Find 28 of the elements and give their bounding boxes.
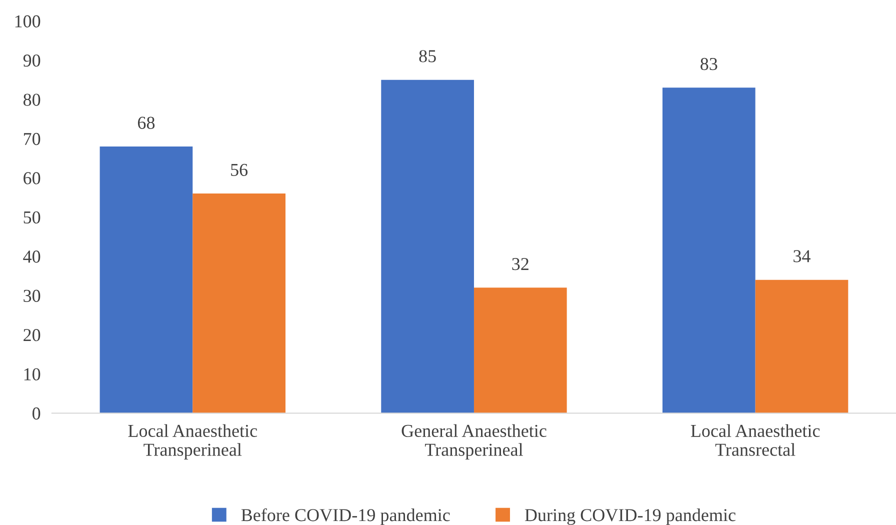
bar — [755, 280, 848, 414]
y-tick-label: 10 — [24, 368, 40, 380]
x-tick-label: Local Anaesthetic Transrectal — [690, 424, 820, 456]
y-tick-label: 50 — [24, 211, 40, 224]
y-tick-label: 0 — [32, 407, 40, 420]
legend-label: Before COVID-19 pandemic — [241, 508, 450, 525]
y-tick-label: 90 — [23, 54, 40, 67]
bar — [192, 194, 286, 414]
legend-label: During COVID-19 pandemic — [524, 508, 736, 525]
x-tick-label: General Anaesthetic Transperineal — [402, 424, 546, 460]
x-tick-label: Local Anaesthetic Transperineal — [128, 424, 258, 460]
y-tick-label: 80 — [23, 94, 40, 106]
y-tick-label: 40 — [23, 250, 40, 263]
data-label: 85 — [419, 50, 436, 62]
y-tick-label: 70 — [24, 132, 40, 146]
data-label: 34 — [794, 250, 810, 262]
y-tick-label: 60 — [24, 172, 40, 184]
bar — [662, 88, 756, 414]
y-tick-label: 100 — [15, 15, 40, 28]
data-label: 83 — [700, 58, 718, 70]
bar — [474, 288, 567, 414]
y-tick-label: 30 — [24, 290, 40, 302]
y-tick-label: 20 — [24, 328, 40, 342]
data-label: 68 — [138, 116, 155, 129]
data-label: 56 — [231, 164, 248, 176]
bar — [100, 146, 193, 414]
data-label: 32 — [512, 258, 528, 270]
bar — [381, 80, 474, 414]
